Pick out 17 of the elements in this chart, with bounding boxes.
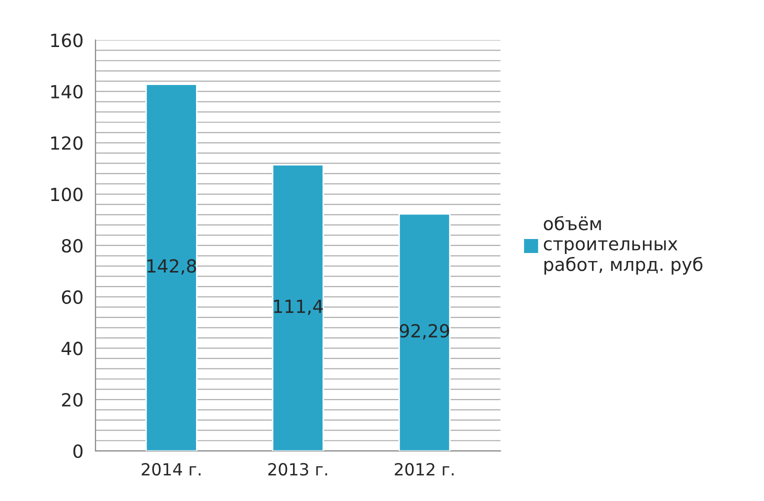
legend-label: объём строительных работ, млрд. руб bbox=[544, 216, 702, 275]
data-label: 142,8 bbox=[148, 259, 196, 275]
y-tick-label: 60 bbox=[62, 290, 82, 304]
y-tick-label: 120 bbox=[51, 136, 82, 150]
y-tick-label: 80 bbox=[62, 238, 82, 253]
x-tick-label: 2013 г. bbox=[268, 463, 328, 476]
x-tick-label: 2014 г. bbox=[142, 463, 201, 476]
bar bbox=[272, 164, 324, 451]
x-tick-label: 2012 г. bbox=[394, 463, 454, 476]
y-tick-label: 140 bbox=[51, 84, 82, 99]
y-tick-label: 20 bbox=[62, 393, 82, 407]
y-tick-label: 0 bbox=[73, 444, 82, 458]
bar bbox=[145, 84, 198, 451]
y-tick-label: 100 bbox=[51, 188, 82, 202]
y-tick-label: 160 bbox=[51, 34, 82, 48]
y-tick-label: 40 bbox=[62, 342, 82, 356]
bar bbox=[398, 213, 450, 451]
